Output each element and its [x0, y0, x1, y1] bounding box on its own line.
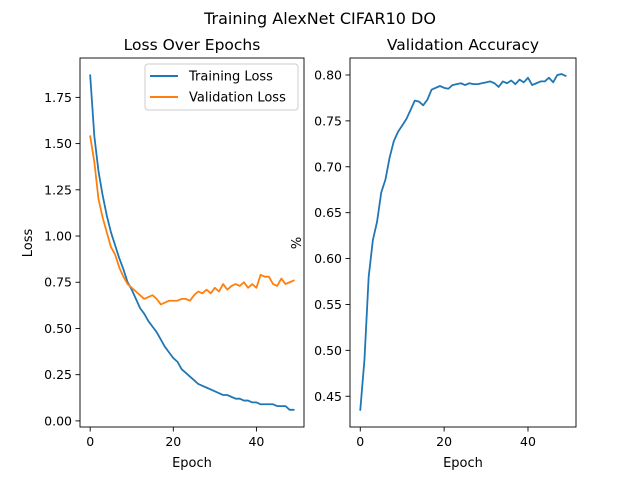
- loss-chart-xlabel: Epoch: [172, 456, 212, 471]
- accuracy-xtick-label: 0: [356, 434, 364, 449]
- accuracy-line: [359, 73, 567, 411]
- loss-ytick-label: 1.75: [44, 90, 72, 105]
- accuracy-chart-lines: [359, 73, 567, 411]
- loss-chart: Loss Over Epochs 0 20 40 0.00 0.25 0.50 0.75 1.…: [21, 36, 305, 471]
- figure-title: Training AlexNet CIFAR10 DO: [203, 9, 436, 28]
- accuracy-chart-ticks: 0 20 40 0.45 0.50 0.55 0.60 0.65 0.70 0.75 0.80: [314, 67, 536, 449]
- loss-chart-ylabel: Loss: [21, 229, 36, 258]
- accuracy-chart-xlabel: Epoch: [443, 456, 483, 471]
- accuracy-ytick-label: 0.65: [314, 205, 342, 220]
- loss-ytick-label: 1.25: [44, 182, 72, 197]
- loss-ytick-label: 0.25: [44, 367, 72, 382]
- loss-xtick-label: 40: [248, 434, 264, 449]
- accuracy-xtick-label: 40: [520, 434, 536, 449]
- accuracy-ytick-label: 0.75: [314, 113, 342, 128]
- loss-xtick-label: 0: [86, 434, 94, 449]
- legend-frame: [144, 63, 299, 111]
- loss-chart-lines: [89, 74, 295, 411]
- accuracy-ytick-label: 0.45: [314, 389, 342, 404]
- accuracy-ytick-label: 0.80: [314, 67, 342, 82]
- accuracy-ytick-label: 0.60: [314, 251, 342, 266]
- accuracy-chart: Validation Accuracy 0 20 40 0.45 0.50 0.55 0.6…: [290, 36, 577, 471]
- training-loss-line: [89, 74, 295, 411]
- accuracy-ytick-label: 0.50: [314, 343, 342, 358]
- loss-xtick-label: 20: [165, 434, 181, 449]
- validation-loss-line: [89, 135, 295, 306]
- loss-ytick-label: 0.75: [44, 275, 72, 290]
- accuracy-ytick-label: 0.70: [314, 159, 342, 174]
- legend-label-training: Training Loss: [188, 70, 273, 85]
- accuracy-xtick-label: 20: [436, 434, 452, 449]
- loss-ytick-label: 1.00: [44, 229, 72, 244]
- loss-ytick-label: 0.00: [44, 413, 72, 428]
- legend-label-validation: Validation Loss: [189, 91, 286, 106]
- loss-ytick-label: 0.50: [44, 321, 72, 336]
- accuracy-ytick-label: 0.55: [314, 297, 342, 312]
- accuracy-chart-title: Validation Accuracy: [387, 36, 539, 54]
- loss-ytick-label: 1.50: [44, 136, 72, 151]
- accuracy-chart-frame: [349, 57, 577, 428]
- loss-chart-ticks: 0 20 40 0.00 0.25 0.50 0.75 1.00 1.25 1.50 1.75: [44, 90, 264, 449]
- loss-chart-frame: [79, 57, 305, 428]
- loss-chart-title: Loss Over Epochs: [124, 36, 261, 54]
- loss-legend: Training Loss Validation Loss: [144, 63, 299, 111]
- accuracy-chart-ylabel: %: [290, 237, 305, 249]
